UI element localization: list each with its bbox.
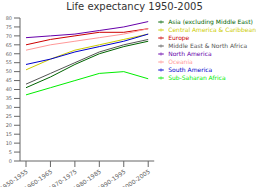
svg-text:40: 40: [8, 86, 12, 92]
svg-text:0: 0: [9, 158, 12, 164]
html-text:Sub-Saharan Africa: Sub-Saharan Africa: [168, 74, 226, 81]
svg-text:70: 70: [8, 33, 12, 39]
svg-text:55: 55: [8, 59, 12, 65]
svg-text:65: 65: [8, 42, 12, 48]
svg-text:80: 80: [8, 15, 12, 21]
html-text:Europe: Europe: [168, 34, 190, 41]
svg-text:25: 25: [8, 113, 12, 119]
svg-text:30: 30: [8, 104, 12, 110]
svg-text:5: 5: [9, 149, 12, 155]
svg-text:75: 75: [8, 24, 12, 30]
svg-text:45: 45: [8, 77, 12, 83]
html-text:North America: North America: [168, 50, 212, 57]
html-text:Central America & Caribbean: Central America & Caribbean: [168, 26, 256, 33]
svg-text:35: 35: [8, 95, 12, 101]
svg-text:10: 10: [8, 140, 12, 146]
html-text:South America: South America: [168, 66, 213, 73]
html-text:Life expectancy 1950-2005: Life expectancy 1950-2005: [66, 1, 203, 12]
svg-text:60: 60: [8, 51, 12, 57]
svg-text:2000-2005: 2000-2005: [120, 167, 151, 187]
svg-text:50: 50: [8, 68, 12, 74]
svg-text:20: 20: [8, 122, 12, 128]
svg-text:15: 15: [8, 131, 12, 137]
html-text:Middle East & North Africa: Middle East & North Africa: [168, 42, 248, 49]
html-text:Asia (excluding Middle East): Asia (excluding Middle East): [168, 18, 253, 25]
html-text:Oceania: Oceania: [168, 58, 193, 65]
